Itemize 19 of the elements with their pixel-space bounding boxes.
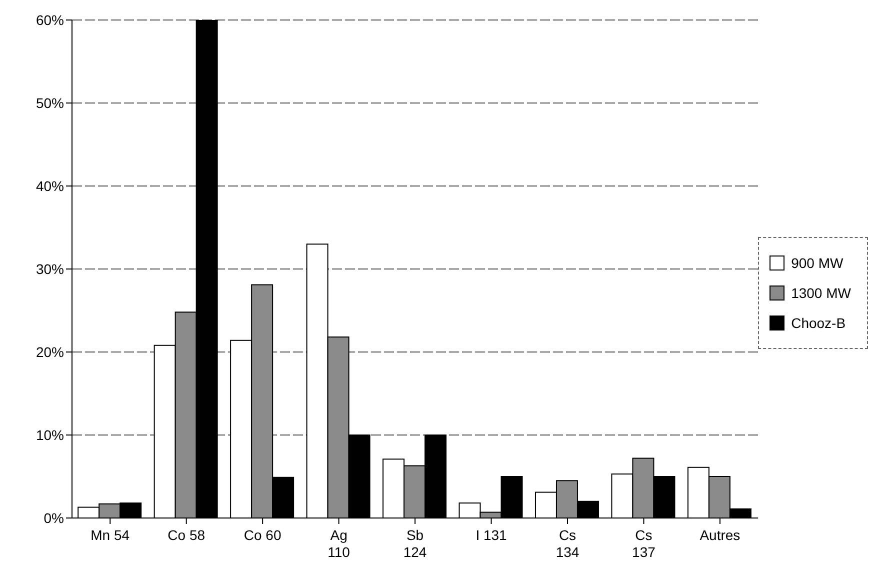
x-tick-label: I 131	[476, 527, 508, 543]
x-tick-label: Sb 124	[403, 527, 427, 560]
y-tick-label: 40%	[36, 178, 64, 194]
y-tick-label: 20%	[36, 344, 64, 360]
legend-label: Chooz-B	[791, 315, 846, 331]
y-tick-label: 10%	[36, 426, 64, 443]
legend-label: 1300 MW	[791, 285, 851, 301]
y-tick-label: 0%	[44, 510, 64, 526]
y-tick-label: 50%	[36, 94, 64, 111]
y-tick-label: 30%	[36, 260, 64, 277]
x-tick-label: Mn 54	[90, 527, 130, 543]
x-tick-label: Cs 134	[556, 527, 580, 560]
x-tick-label: Cs 137	[632, 527, 656, 560]
x-tick-label: Co 60	[244, 527, 282, 543]
y-tick-label: 60%	[36, 12, 64, 28]
x-tick-label: Co 58	[168, 527, 206, 543]
legend-label: 900 MW	[791, 255, 844, 271]
x-tick-label: Ag 110	[328, 527, 350, 560]
x-tick-label: Autres	[700, 527, 740, 543]
